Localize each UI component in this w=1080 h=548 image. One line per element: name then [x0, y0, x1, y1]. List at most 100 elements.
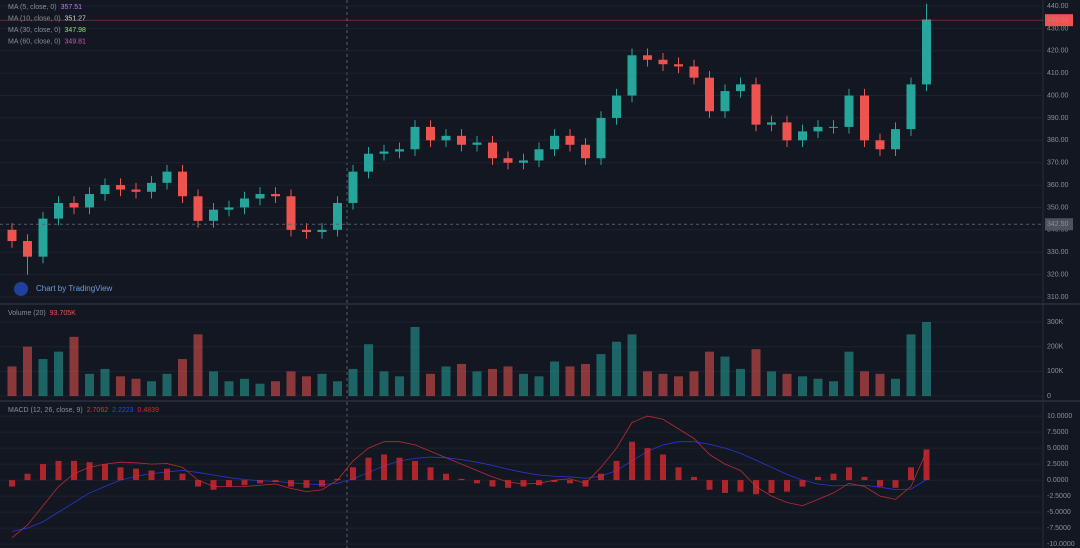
volume-bar — [891, 378, 900, 397]
macd-histogram-bar — [675, 467, 682, 481]
legend-value: 347.98 — [65, 27, 87, 34]
macd-histogram-bar — [505, 480, 511, 488]
volume-bar — [100, 368, 110, 397]
volume-bar — [674, 376, 683, 397]
volume-bar — [240, 378, 249, 397]
volume-bar — [178, 359, 187, 397]
macd-histogram-bar — [489, 480, 496, 487]
volume-bar — [534, 376, 544, 397]
macd-histogram-bar — [846, 467, 852, 481]
macd-histogram-bar — [226, 480, 232, 487]
volume-bar — [472, 371, 482, 397]
volume-bar — [798, 376, 807, 397]
candle-body — [426, 126, 435, 141]
volume-bar — [519, 373, 528, 397]
y-tick-label: 420.00 — [1047, 48, 1069, 55]
volume-bar — [209, 371, 218, 397]
legend-value: 357.51 — [61, 4, 83, 11]
candle-body — [286, 196, 296, 230]
candle-body — [7, 229, 17, 242]
macd-histogram-bar — [768, 480, 775, 493]
y-tick-label: 400.00 — [1047, 92, 1069, 99]
volume-bar — [7, 366, 17, 397]
candle-body — [317, 229, 327, 233]
candle-body — [116, 185, 125, 190]
y-tick-label: 7.5000 — [1047, 429, 1069, 436]
volume-bar — [658, 373, 668, 397]
volume-bar — [364, 344, 373, 397]
candle-body — [395, 149, 404, 152]
y-tick-label: 390.00 — [1047, 115, 1069, 122]
volume-bar — [503, 366, 513, 397]
macd-histogram-bar — [210, 480, 217, 490]
volume-bar — [813, 378, 823, 397]
volume-bar — [875, 373, 885, 397]
candle-body — [550, 135, 559, 150]
y-tick-label: 330.00 — [1047, 249, 1069, 256]
candle-body — [581, 144, 590, 159]
volume-bar — [395, 376, 404, 397]
candle-body — [457, 135, 466, 145]
volume-bar — [906, 334, 916, 397]
candle-body — [612, 95, 621, 118]
macd-histogram-bar — [164, 468, 170, 481]
legend-name: MA (5, close, 0) — [8, 4, 57, 11]
macd-histogram-bar — [412, 460, 418, 481]
candle-body — [798, 131, 807, 141]
legend-name: MA (30, close, 0) — [8, 27, 61, 34]
candle-body — [860, 95, 869, 141]
macd-histogram-bar — [737, 480, 744, 492]
legend-row: Volume (20) 93.705K — [8, 310, 76, 317]
candle-body — [364, 153, 373, 172]
legend-row: MACD (12, 26, close, 9) 2.7062 2.2223 0.483… — [8, 407, 159, 414]
volume-bar — [348, 368, 358, 397]
macd-histogram-bar — [815, 476, 821, 481]
candle-body — [162, 171, 172, 183]
candle-body — [875, 140, 885, 150]
pane-title: MACD (12, 26, close, 9) — [8, 407, 83, 414]
macd-histogram-bar — [117, 467, 124, 481]
volume-bar — [255, 383, 265, 397]
y-tick-label: 200K — [1047, 344, 1064, 351]
y-tick-label: 2.5000 — [1047, 461, 1069, 468]
candle-body — [906, 84, 916, 130]
macd-histogram-bar — [582, 480, 589, 487]
candle-body — [720, 91, 730, 112]
volume-bar — [333, 381, 342, 397]
macd-histogram-bar — [381, 454, 387, 481]
pane-title: Volume (20) — [8, 310, 46, 317]
macd-histogram-bar — [784, 480, 790, 492]
macd-histogram-bar — [567, 480, 573, 484]
volume-bar — [720, 356, 730, 397]
volume-bar — [271, 381, 280, 397]
macd-histogram-bar — [908, 467, 914, 481]
candle-body — [658, 59, 668, 65]
y-tick-label: 380.00 — [1047, 137, 1069, 144]
candle-body — [348, 171, 358, 203]
macd-histogram-bar — [334, 478, 341, 481]
macd-histogram-bar — [706, 480, 713, 490]
volume-bar — [922, 322, 931, 397]
watermark-icon — [14, 282, 28, 296]
pane-value: 2.2223 — [112, 407, 134, 414]
y-tick-label: 310.00 — [1047, 294, 1069, 301]
volume-bar — [224, 381, 234, 397]
candle-body — [751, 84, 761, 125]
candle-body — [69, 202, 79, 208]
candle-body — [922, 19, 931, 85]
volume-bar — [131, 378, 141, 397]
candle-body — [488, 142, 497, 159]
candle-body — [38, 218, 48, 257]
macd-histogram-bar — [753, 480, 759, 495]
candle-body — [100, 185, 110, 195]
y-tick-label: 5.0000 — [1047, 445, 1069, 452]
macd-histogram-bar — [55, 460, 62, 481]
macd-histogram-bar — [40, 464, 46, 481]
y-tick-label: 410.00 — [1047, 70, 1069, 77]
macd-histogram-bar — [272, 480, 279, 483]
macd-histogram-bar — [9, 480, 15, 487]
volume-bar — [488, 368, 497, 397]
volume-bar — [54, 351, 63, 397]
